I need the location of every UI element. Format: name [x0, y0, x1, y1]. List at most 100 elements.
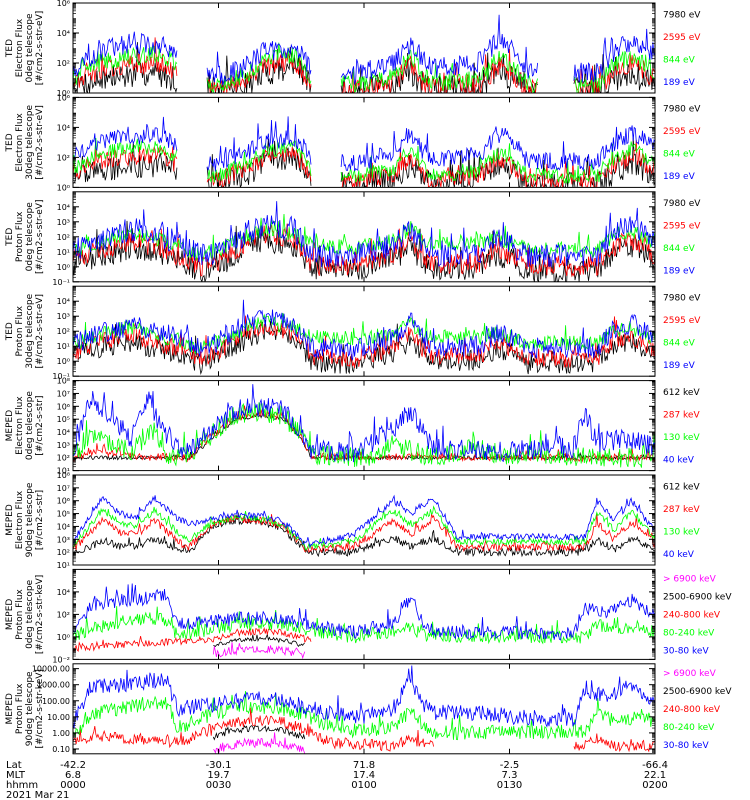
y-tick-label: 10⁸	[57, 377, 70, 386]
legend-entry: 189 eV	[663, 172, 696, 182]
y-tick-label: 10⁰	[57, 183, 70, 192]
footer-mlt-value: 17.4	[353, 770, 375, 781]
y-axis-label-line: 0deg telescope	[25, 13, 35, 83]
y-axis-label-line: 30deg telescope	[25, 293, 35, 368]
y-tick-label: 10²	[57, 153, 70, 162]
y-tick-label: 10⁴	[57, 123, 70, 132]
y-tick-label: 10²	[57, 59, 70, 68]
legend-entry: 2595 eV	[663, 222, 701, 232]
y-tick-label: 10²	[57, 548, 70, 557]
legend-entry: 844 eV	[663, 55, 696, 65]
footer-label-hhmm: hhmm	[6, 780, 38, 791]
footer-mlt-value: 19.7	[207, 770, 229, 781]
y-axis-label-line: Electron Flux	[15, 112, 25, 171]
y-axis-label: TED Electron Flux 0deg telescope [#/cm2-s-s…	[5, 11, 45, 86]
y-tick-label: 10⁸	[57, 471, 70, 480]
legend-entry: > 6900 keV	[663, 669, 717, 679]
plot-area	[73, 583, 655, 660]
y-tick-label: 10⁴	[57, 588, 70, 597]
legend-entry: 287 keV	[663, 505, 700, 515]
y-axis-label-line: Proton Flux	[15, 305, 25, 356]
footer-hhmm-value: 0200	[642, 780, 667, 791]
legend-entry: 189 eV	[663, 78, 696, 88]
y-tick-label: 10⁶	[57, 497, 70, 506]
y-axis-label-line: Proton Flux	[15, 588, 25, 639]
legend-entry: 130 keV	[663, 527, 700, 537]
y-tick-label: 10¹	[57, 561, 70, 570]
panel-5: 10¹ 10² 10³ 10⁴ 10⁵ 10⁶ 10⁷ 10⁸ MEPED Electron Fl…	[5, 377, 700, 476]
series-line-7980-ev	[73, 319, 655, 376]
legend-entry: 612 keV	[663, 388, 700, 398]
y-tick-label: 10000.00	[32, 665, 70, 674]
plot-area	[73, 116, 655, 188]
y-axis-label-line: [#/cm2-s-str]	[35, 396, 45, 456]
y-tick-label: 10²	[57, 610, 70, 619]
footer-mlt-value: 7.3	[502, 770, 518, 781]
y-axis-label-line: MEPED	[5, 693, 15, 725]
plot-area	[73, 494, 655, 558]
y-tick-label: 10⁰	[57, 263, 70, 272]
y-tick-label: 10⁻²	[52, 655, 70, 664]
series-line-40-kev	[73, 384, 655, 463]
y-tick-label: 1.00	[52, 729, 70, 738]
y-axis-label-line: [#/cm2-s-str-eV]	[35, 11, 45, 86]
y-tick-label: 10⁻¹	[52, 372, 70, 381]
y-axis-label: MEPED Electron Flux 0deg telescope [#/cm2-s…	[5, 391, 45, 461]
series-line-287-kev	[73, 513, 655, 554]
y-axis-label: TED Proton Flux 30deg telescope [#/cm2-s-st…	[5, 293, 45, 368]
plot-area	[73, 384, 655, 468]
legend-entry: 844 eV	[663, 150, 696, 160]
panel-2: 10⁰ 10² 10⁴ 10⁶ TED Electron Flux 30deg telesc…	[5, 93, 701, 192]
legend-entry: 2500-6900 keV	[663, 687, 732, 697]
y-tick-label: 10³	[57, 312, 70, 321]
y-tick-label: 10⁴	[57, 522, 70, 531]
footer-label-lat: Lat	[6, 760, 22, 771]
y-tick-label: 10⁵	[57, 510, 70, 519]
legend-entry: 30-80 keV	[663, 741, 709, 751]
legend-entry: 7980 eV	[663, 199, 701, 209]
y-axis-label-line: TED	[5, 133, 15, 152]
series-line-2500-6900-kev	[212, 724, 306, 741]
legend-entry: 130 keV	[663, 433, 700, 443]
legend-entry: 2595 eV	[663, 33, 701, 43]
series-line-130-kev	[73, 402, 655, 468]
y-tick-label: 10⁶	[57, 93, 70, 102]
y-axis-label-line: MEPED	[5, 599, 15, 631]
series-line-2500-6900-kev	[213, 633, 305, 648]
legend-entry: 2500-6900 keV	[663, 592, 732, 602]
series-line-130-kev	[73, 505, 655, 551]
y-tick-label: 10⁴	[57, 297, 70, 306]
series-line-189-ev	[73, 299, 655, 362]
footer-lat-value: -66.4	[642, 760, 668, 771]
plot-area	[73, 665, 655, 754]
series-line-189-ev	[73, 201, 655, 268]
y-axis-label-line: MEPED	[5, 410, 15, 442]
y-tick-label: 10³	[57, 535, 70, 544]
series-line-240-800-kev	[73, 627, 312, 653]
y-axis-label: TED Proton Flux 0deg telescope [#/cm2-s-str…	[5, 200, 45, 275]
y-tick-label: 10⁶	[57, 402, 70, 411]
series-line-612-kev	[73, 512, 655, 558]
y-axis-label-line: [#/cm2-s-str-keV]	[35, 575, 45, 654]
y-axis-label-line: [#/cm2-s-str-keV]	[35, 669, 45, 748]
legend-entry: 30-80 keV	[663, 646, 709, 656]
series-line-844-ev	[73, 42, 655, 93]
series-line-189-ev	[73, 14, 655, 86]
legend-entry: 240-800 keV	[663, 610, 721, 620]
y-tick-label: 10¹	[57, 342, 70, 351]
y-axis-label: TED Electron Flux 30deg telescope [#/cm2-s-…	[5, 105, 45, 180]
series-line-240-800-kev	[73, 707, 655, 753]
y-axis-label-line: MEPED	[5, 504, 15, 536]
series-line-189-ev	[73, 116, 655, 172]
y-tick-label: 10²	[57, 454, 70, 463]
legend-entry: 80-240 keV	[663, 628, 715, 638]
y-tick-label: 10⁴	[57, 203, 70, 212]
legend-entry: > 6900 keV	[663, 574, 717, 584]
y-tick-label: 10⁵	[57, 415, 70, 424]
panel-frame	[72, 568, 656, 660]
legend-entry: 40 keV	[663, 550, 695, 560]
y-tick-label: 10⁷	[57, 389, 70, 398]
